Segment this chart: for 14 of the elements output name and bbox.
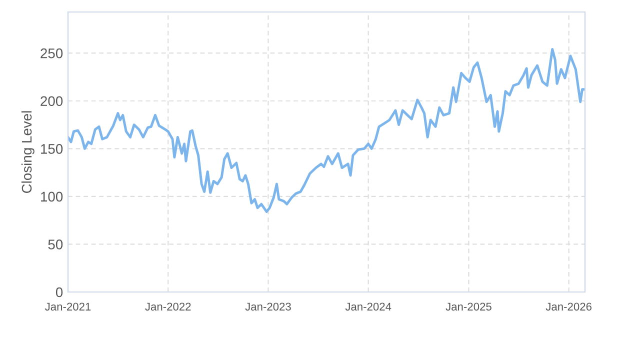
y-tick-label: 200 <box>40 96 63 106</box>
x-tick-label: Jan-2022 <box>145 302 191 311</box>
y-tick-label: 100 <box>41 192 63 202</box>
y-tick-label: 150 <box>41 144 63 154</box>
line-series <box>68 48 585 213</box>
y-axis-title: Closing Level <box>21 111 34 193</box>
y-tick-label: 50 <box>48 240 63 250</box>
x-tick-label: Jan-2026 <box>546 302 592 311</box>
x-tick-label: Jan-2024 <box>345 302 392 311</box>
x-tick-label: Jan-2021 <box>45 302 91 311</box>
y-tick-label: 0 <box>56 287 63 298</box>
x-tick-label: Jan-2025 <box>446 302 492 311</box>
x-tick-label: Jan-2023 <box>245 302 291 311</box>
y-tick-label: 250 <box>40 48 63 58</box>
